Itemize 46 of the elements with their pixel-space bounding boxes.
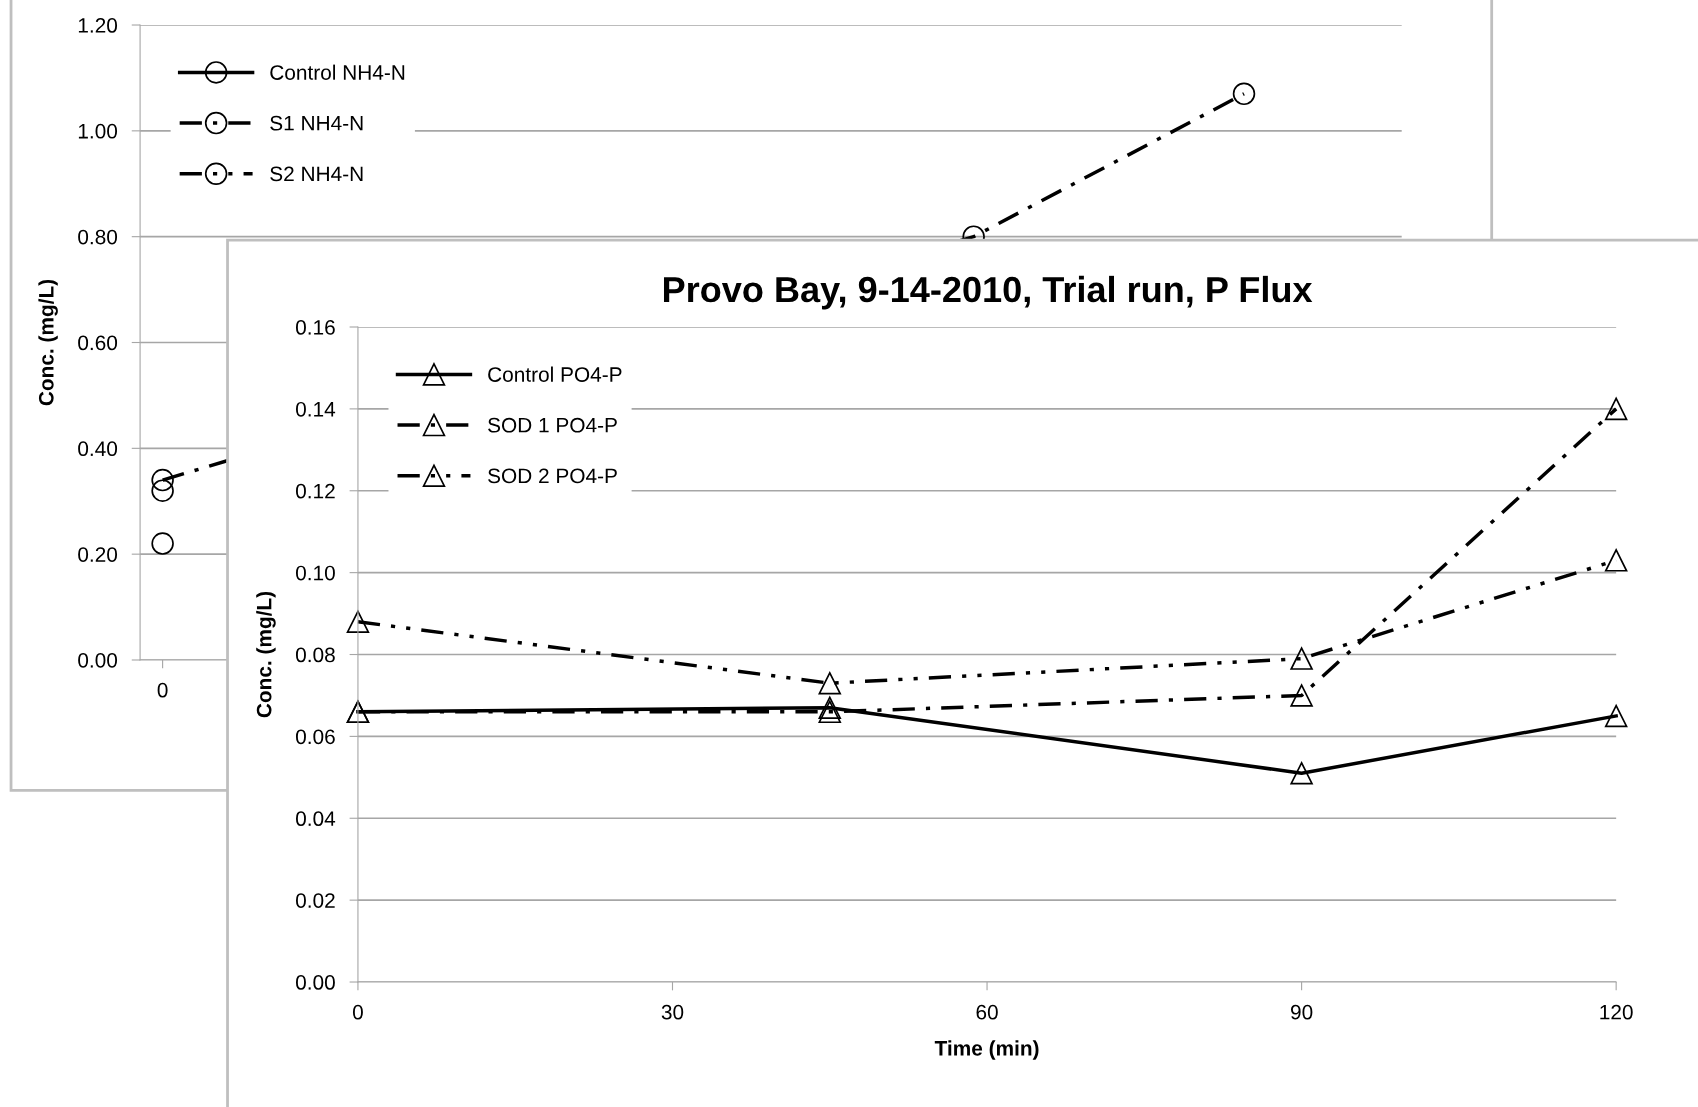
y-tick-label: 0.80: [78, 229, 118, 245]
y-tick-label: 0.00: [78, 652, 118, 668]
legend-label: S1 NH4-N: [270, 115, 363, 131]
y-axis-title: Conc. (mg/L): [256, 591, 276, 718]
legend-label: S2 NH4-N: [270, 166, 363, 182]
x-tick-label: 60: [976, 1004, 998, 1020]
y-tick-label: 0.12: [295, 483, 335, 499]
point: [1290, 647, 1313, 670]
point: [151, 468, 174, 492]
point: [1290, 761, 1313, 785]
y-tick-label: 0.14: [295, 401, 336, 417]
y-tick-label: 1.20: [78, 18, 118, 33]
point: [818, 696, 842, 719]
x-tick-label: 90: [1290, 1004, 1313, 1020]
y-tick-label: 0.06: [295, 729, 335, 745]
point: [151, 479, 174, 502]
y-tick-label: 0.60: [78, 335, 118, 351]
y-tick-label: 0.04: [295, 811, 336, 827]
point: [346, 610, 370, 634]
legend-label: Control PO4-P: [488, 366, 622, 382]
y-tick-label: 0.20: [78, 547, 118, 562]
point: [818, 700, 842, 724]
point: [1290, 684, 1313, 707]
point: [818, 671, 842, 695]
x-tick-label: 120: [1600, 1004, 1633, 1020]
x-tick-label: 0: [352, 1004, 363, 1020]
y-tick-label: 1.00: [78, 123, 118, 139]
point: [1232, 82, 1256, 106]
point: [1604, 397, 1628, 421]
point: [1604, 704, 1628, 728]
x-tick-label: 30: [661, 1004, 684, 1020]
chart-title: Provo Bay, 9-14-2010, Trial run, P Flux: [663, 275, 1313, 310]
x-axis-title: Time (min): [934, 1040, 1039, 1060]
point: [151, 532, 174, 555]
legend-label: SOD 2 PO4-P: [488, 468, 617, 484]
y-axis-title: Conc. (mg/L): [38, 279, 58, 406]
y-tick-label: 0.40: [78, 441, 118, 457]
legend-label: Control NH4-N: [270, 64, 405, 80]
y-tick-label: 0.08: [295, 647, 335, 663]
y-tick-label: 0.00: [295, 975, 335, 990]
x-tick-label: 0: [157, 682, 168, 698]
legend-label: SOD 1 PO4-P: [488, 417, 617, 433]
y-tick-label: 0.02: [295, 893, 335, 908]
point: [1604, 549, 1628, 572]
y-tick-label: 0.16: [295, 320, 335, 335]
y-tick-label: 0.10: [295, 565, 335, 581]
